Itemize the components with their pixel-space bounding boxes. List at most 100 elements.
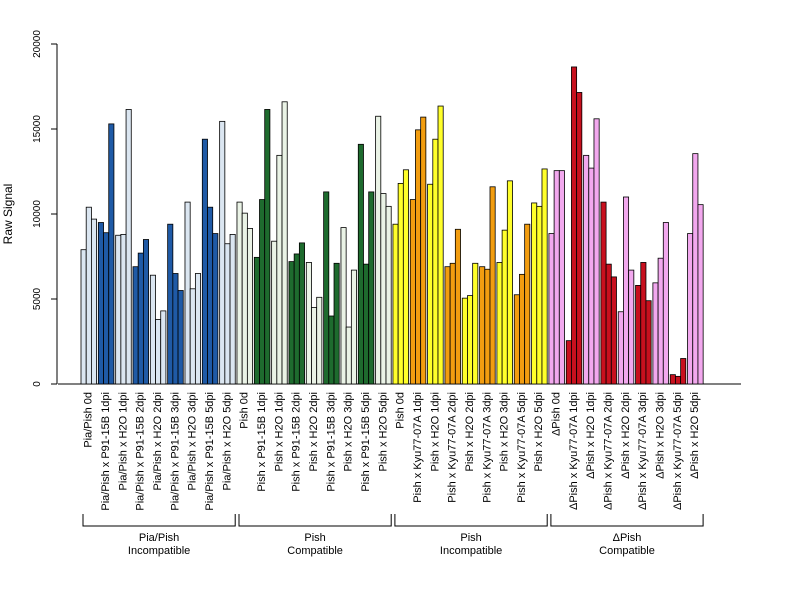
x-category-label: Pish x H2O 1dpi — [429, 392, 441, 471]
bar — [669, 374, 676, 385]
y-tick-label: 20000 — [32, 30, 43, 58]
bar — [246, 228, 253, 385]
bar — [115, 234, 122, 385]
bar — [293, 253, 300, 385]
bar — [103, 232, 110, 385]
bar — [461, 297, 468, 385]
bar — [392, 223, 399, 385]
bar — [553, 170, 560, 385]
bar — [657, 257, 664, 385]
bar — [350, 269, 357, 385]
bar — [149, 274, 156, 385]
bar — [628, 269, 635, 385]
x-category-label: ΔPish x Kyu77-07A 1dpi — [568, 392, 580, 510]
x-category-label: Pia/Pish 0d — [83, 392, 95, 448]
bar — [229, 233, 236, 385]
bar — [531, 202, 538, 385]
bar — [177, 290, 184, 385]
y-tick-label: 10000 — [32, 200, 43, 228]
bar — [571, 66, 578, 385]
bar — [496, 262, 503, 385]
bar — [697, 204, 704, 385]
group-brackets-layer: Pia/PishIncompatiblePishCompatiblePishIn… — [82, 514, 704, 557]
bar — [593, 118, 600, 385]
bar — [444, 266, 451, 385]
bar — [645, 300, 652, 385]
bar — [155, 318, 162, 385]
bar — [513, 294, 520, 385]
bar — [323, 191, 330, 385]
bar — [201, 138, 208, 385]
group-label-line2: Compatible — [599, 545, 655, 557]
bar — [236, 201, 243, 385]
bar — [662, 222, 669, 385]
bar — [212, 233, 219, 385]
bar — [137, 252, 144, 385]
bar — [189, 288, 196, 385]
bar — [680, 358, 687, 385]
bar — [184, 201, 191, 385]
group-label-line1: Pia/Pish — [139, 532, 179, 544]
bar — [397, 182, 404, 385]
bar — [565, 340, 572, 385]
x-category-label: ΔPish x Kyu77-07A 5dpi — [672, 392, 684, 510]
y-tick-label: 0 — [32, 381, 43, 387]
bar — [281, 101, 288, 385]
bar — [519, 273, 526, 385]
bar — [687, 233, 694, 385]
bar — [617, 311, 624, 385]
x-category-label: ΔPish x Kyu77-07A 3dpi — [637, 392, 649, 510]
x-category-label: Pish 0d — [239, 392, 251, 429]
x-category-label: Pish x H2O 2dpi — [308, 392, 320, 471]
y-tick-label: 15000 — [32, 115, 43, 143]
group-label-line2: Incompatible — [440, 545, 502, 557]
bar — [623, 196, 630, 385]
bar — [311, 307, 318, 385]
bar — [385, 205, 392, 385]
bar — [80, 249, 87, 385]
bar — [207, 206, 214, 385]
bar — [241, 212, 248, 385]
bar — [375, 115, 382, 385]
bar — [583, 154, 590, 385]
bar — [548, 233, 555, 385]
x-category-label: Pia/Pish x P91-15B 2dpi — [135, 392, 147, 511]
bar — [194, 273, 201, 385]
x-category-label: Pia/Pish x P91-15B 1dpi — [100, 392, 112, 511]
bar — [467, 295, 474, 385]
group-label-line1: Pish — [460, 532, 481, 544]
bar — [264, 109, 271, 385]
y-axis-title: Raw Signal — [1, 184, 15, 245]
bar — [427, 183, 434, 385]
x-category-label: Pish x H2O 5dpi — [533, 392, 545, 471]
bar — [432, 138, 439, 385]
x-category-label: ΔPish x H2O 5dpi — [689, 392, 701, 479]
bar — [420, 116, 427, 385]
category-labels-layer: Pia/Pish 0d Pia/Pish x P91-15B 1dpi Pia/Pi… — [83, 392, 702, 511]
bar — [357, 143, 364, 385]
group-bracket — [394, 514, 548, 527]
x-category-label: Pia/Pish x H2O 5dpi — [221, 392, 233, 490]
x-category-label: Pish x P91-15B 3dpi — [325, 392, 337, 492]
bar — [541, 168, 548, 385]
bar — [449, 262, 456, 385]
x-category-label: Pish x H2O 5dpi — [377, 392, 389, 471]
bar — [288, 261, 295, 385]
x-category-label: Pish x Kyu77-07A 1dpi — [412, 392, 424, 503]
bar — [635, 284, 642, 385]
bar — [167, 223, 174, 385]
x-category-label: Pia/Pish x H2O 3dpi — [187, 392, 199, 490]
group-label-line1: ΔPish — [613, 532, 642, 544]
bar — [380, 193, 387, 385]
bar — [108, 123, 115, 385]
bar — [402, 169, 409, 385]
bar — [506, 180, 513, 385]
bar — [600, 201, 607, 385]
x-category-label: Pish 0d — [395, 392, 407, 429]
bar — [85, 206, 92, 385]
bar — [120, 233, 127, 385]
x-category-label: Pish x P91-15B 5dpi — [360, 392, 372, 492]
x-category-label: ΔPish x H2O 1dpi — [585, 392, 597, 479]
bar — [132, 266, 139, 385]
bars-layer — [80, 66, 704, 385]
